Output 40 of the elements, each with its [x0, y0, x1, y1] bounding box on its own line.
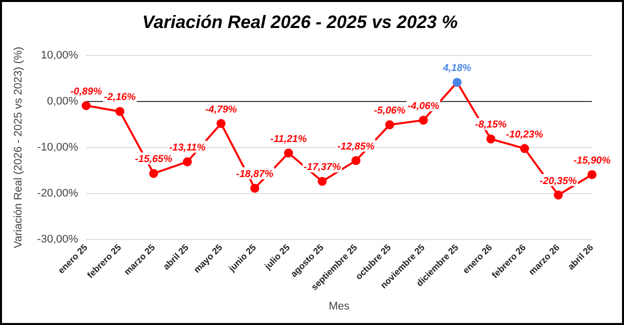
y-tick-label: -30,00%: [37, 233, 78, 246]
data-label: -20,35%: [540, 176, 578, 187]
data-label: 4,18%: [442, 63, 472, 74]
point: [284, 148, 294, 158]
y-tick-label: -20,00%: [37, 187, 78, 200]
y-tick-label: 0,00%: [46, 96, 78, 108]
data-label: -13,11%: [169, 142, 206, 154]
data-label: -12,85%: [337, 141, 375, 152]
y-tick-label: -10,00%: [37, 142, 78, 154]
data-label: -17,37%: [304, 162, 341, 174]
data-label: -10,23%: [506, 129, 544, 140]
point: [385, 120, 394, 130]
point: [216, 119, 226, 128]
data-label: -5,06%: [374, 106, 406, 117]
y-axis-title: Variación Real (2026 - 2025 vs 2023) (%): [12, 46, 25, 248]
point: [182, 157, 192, 166]
data-label: -8,15%: [474, 120, 507, 131]
data-label: -4,06%: [408, 100, 440, 112]
point: [351, 156, 360, 166]
data-label: -15,65%: [134, 154, 172, 166]
point: [554, 190, 563, 200]
x-axis-title: Mes: [328, 300, 350, 312]
y-tick-label: 10,00%: [40, 50, 78, 62]
point: [486, 134, 496, 144]
chart-title: Variación Real 2026 - 2025 vs 2023 %: [142, 12, 458, 32]
point: [115, 106, 124, 116]
point: [82, 101, 91, 110]
point: [588, 170, 596, 180]
data-label: -18,87%: [236, 168, 274, 180]
point: [250, 184, 260, 193]
point: [318, 176, 327, 186]
data-label: -11,21%: [270, 134, 307, 145]
data-label: -0,89%: [70, 86, 102, 98]
point: [520, 144, 530, 154]
data-label: -4,79%: [205, 104, 238, 116]
point: [418, 116, 428, 125]
data-label: -2,16%: [104, 92, 136, 104]
point: [452, 78, 462, 87]
data-label: -15,90%: [573, 155, 611, 166]
point: [149, 168, 158, 178]
